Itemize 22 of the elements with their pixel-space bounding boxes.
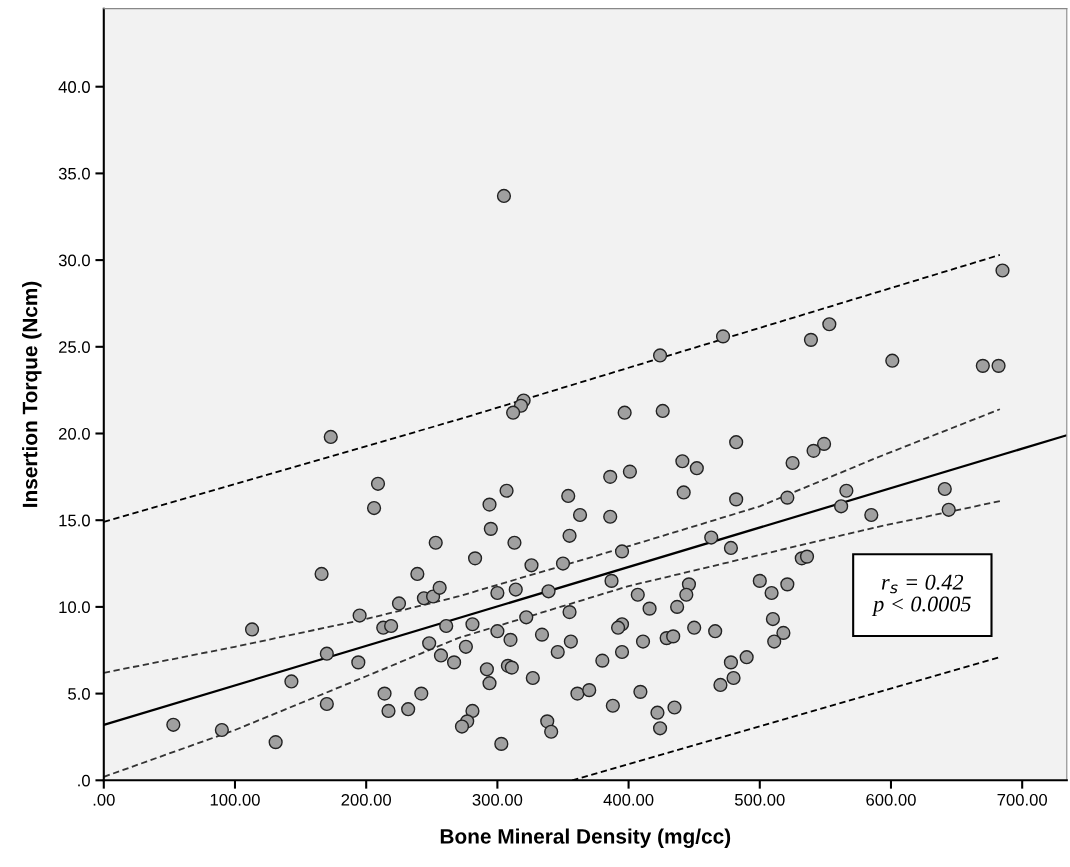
x-tick-label: 200.00	[341, 793, 392, 806]
x-tick-label: .00	[93, 793, 115, 806]
y-axis-title: Insertion Torque (Ncm)	[22, 281, 42, 507]
y-tick-label: 10.0	[59, 601, 90, 614]
y-tick-label: 35.0	[58, 167, 90, 180]
y-tick-label: 20.0	[59, 427, 90, 440]
line-series	[103, 408, 1001, 674]
x-tick-label: 300.00	[472, 793, 523, 806]
y-tick-label: 15.0	[59, 514, 90, 527]
y-tick-label: 40.0	[58, 81, 90, 93]
x-tick-label: 100.00	[210, 793, 260, 806]
y-tick-label: .0	[78, 774, 90, 787]
line-series	[103, 500, 1001, 778]
y-tick-label: 25.0	[59, 341, 90, 353]
y-tick-label: 30.0	[58, 254, 90, 267]
annotation: r$_{s}$ = 0.42 p < 0.0005	[871, 574, 971, 617]
y-tick-label: 5.0	[68, 688, 90, 700]
x-tick-label: 400.00	[603, 793, 654, 806]
x-tick-label: 600.00	[866, 793, 916, 806]
x-axis-title: Bone Mineral Density (mg/cc)	[440, 828, 731, 848]
x-tick-label: 500.00	[734, 793, 785, 806]
x-tick-label: 700.00	[997, 793, 1048, 806]
